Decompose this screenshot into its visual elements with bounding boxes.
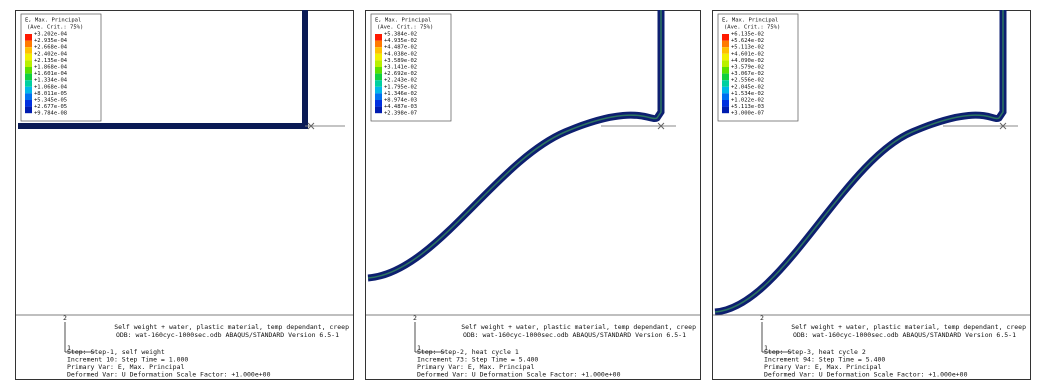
legend-value: +2.692e-02 xyxy=(384,71,417,77)
legend-swatch xyxy=(25,41,32,48)
legend-swatch xyxy=(375,54,382,61)
legend-value: +5.113e-02 xyxy=(731,45,764,51)
legend-value: +1.346e-02 xyxy=(384,91,417,97)
legend-value: +1.868e-04 xyxy=(34,65,68,71)
legend-swatch xyxy=(375,87,382,94)
legend-swatch xyxy=(722,74,729,81)
legend-swatch xyxy=(375,74,382,81)
legend-swatch xyxy=(375,100,382,107)
legend-swatch xyxy=(722,100,729,107)
legend-swatch xyxy=(25,74,32,81)
description: Self weight + water, plastic material, t… xyxy=(791,323,1026,331)
legend-value: +4.935e-02 xyxy=(384,38,417,44)
legend-value: +2.677e-05 xyxy=(34,104,67,110)
legend-value: +5.384e-02 xyxy=(384,32,417,38)
legend-value: +4.090e-02 xyxy=(731,58,764,64)
legend-value: +1.334e-04 xyxy=(34,78,68,84)
legend-swatch xyxy=(722,34,729,41)
legend-swatch xyxy=(25,67,32,74)
odb-info: ODB: wat-160cyc-1000sec.odb ABAQUS/STAND… xyxy=(463,331,686,339)
legend-value: +5.345e-05 xyxy=(34,98,67,104)
legend-criterion: (Ave. Crit.: 75%) xyxy=(724,25,780,31)
legend-swatch xyxy=(375,107,382,114)
legend-value: +1.534e-02 xyxy=(731,91,764,97)
description: Self weight + water, plastic material, t… xyxy=(461,323,696,331)
legend-value: +1.022e-02 xyxy=(731,98,764,104)
legend-swatch xyxy=(375,34,382,41)
legend-criterion: (Ave. Crit.: 75%) xyxy=(27,25,83,31)
legend-swatch xyxy=(722,107,729,114)
figure: E, Max. Principal(Ave. Crit.: 75%)+3.202… xyxy=(0,0,1037,387)
legend-value: +3.579e-02 xyxy=(731,65,764,71)
legend-swatch xyxy=(25,60,32,67)
panel: E, Max. Principal(Ave. Crit.: 75%)+6.135… xyxy=(713,10,1031,380)
legend-swatch xyxy=(25,107,32,114)
legend-swatch xyxy=(722,47,729,54)
legend-value: +4.601e-02 xyxy=(731,51,764,57)
legend-value: +6.135e-02 xyxy=(731,32,764,38)
legend-title: E, Max. Principal xyxy=(25,18,81,24)
panel: E, Max. Principal(Ave. Crit.: 75%)+3.202… xyxy=(16,10,354,380)
legend-swatch xyxy=(25,93,32,100)
legend-swatch xyxy=(25,47,32,54)
legend-swatch xyxy=(722,93,729,100)
triad-label: 2 xyxy=(760,314,764,322)
legend-swatch xyxy=(722,54,729,61)
legend-criterion: (Ave. Crit.: 75%) xyxy=(377,25,433,31)
legend-value: +1.601e-04 xyxy=(34,71,68,77)
legend-swatch xyxy=(25,34,32,41)
legend-value: +8.974e-03 xyxy=(384,98,417,104)
description: Self weight + water, plastic material, t… xyxy=(114,323,349,331)
legend-value: +2.556e-02 xyxy=(731,78,764,84)
legend-swatch xyxy=(25,87,32,94)
legend-value: +5.624e-02 xyxy=(731,38,764,44)
legend-swatch xyxy=(375,67,382,74)
footer-line: Deformed Var: U Deformation Scale Factor… xyxy=(417,371,621,379)
odb-info: ODB: wat-160cyc-1000sec.odb ABAQUS/STAND… xyxy=(793,331,1016,339)
legend-value: +2.402e-04 xyxy=(34,51,68,57)
legend-value: +3.000e-07 xyxy=(731,111,764,117)
legend-value: +3.067e-02 xyxy=(731,71,764,77)
legend-swatch xyxy=(25,54,32,61)
legend-value: +3.202e-04 xyxy=(34,32,68,38)
legend-swatch xyxy=(375,60,382,67)
legend-value: +2.243e-02 xyxy=(384,78,417,84)
legend-swatch xyxy=(25,100,32,107)
legend-swatch xyxy=(375,80,382,87)
legend-swatch xyxy=(722,41,729,48)
legend-value: +1.795e-02 xyxy=(384,84,417,90)
odb-info: ODB: wat-160cyc-1000sec.odb ABAQUS/STAND… xyxy=(116,331,339,339)
legend-value: +4.487e-03 xyxy=(384,104,417,110)
legend-value: +2.045e-02 xyxy=(731,84,764,90)
legend-value: +2.398e-07 xyxy=(384,111,417,117)
legend-swatch xyxy=(375,93,382,100)
legend-value: +3.589e-02 xyxy=(384,58,417,64)
legend-swatch xyxy=(375,47,382,54)
legend-swatch xyxy=(722,87,729,94)
legend-value: +2.668e-04 xyxy=(34,45,68,51)
legend-value: +9.784e-08 xyxy=(34,111,67,117)
legend-swatch xyxy=(722,67,729,74)
legend-value: +2.935e-04 xyxy=(34,38,68,44)
triad-label: 2 xyxy=(63,314,67,322)
triad-label: 2 xyxy=(413,314,417,322)
legend-title: E, Max. Principal xyxy=(375,18,431,24)
legend-value: +1.068e-04 xyxy=(34,84,68,90)
legend-swatch xyxy=(375,41,382,48)
legend-value: +4.487e-02 xyxy=(384,45,417,51)
legend-title: E, Max. Principal xyxy=(722,18,778,24)
footer-line: Deformed Var: U Deformation Scale Factor… xyxy=(67,371,271,379)
legend-swatch xyxy=(722,60,729,67)
legend-value: +3.141e-02 xyxy=(384,65,417,71)
legend-swatch xyxy=(25,80,32,87)
footer-line: Deformed Var: U Deformation Scale Factor… xyxy=(764,371,968,379)
legend-value: +4.038e-02 xyxy=(384,51,417,57)
legend-value: +2.135e-04 xyxy=(34,58,68,64)
legend-value: +8.011e-05 xyxy=(34,91,67,97)
legend-value: +5.113e-03 xyxy=(731,104,764,110)
legend-swatch xyxy=(722,80,729,87)
panel: E, Max. Principal(Ave. Crit.: 75%)+5.384… xyxy=(366,10,701,380)
